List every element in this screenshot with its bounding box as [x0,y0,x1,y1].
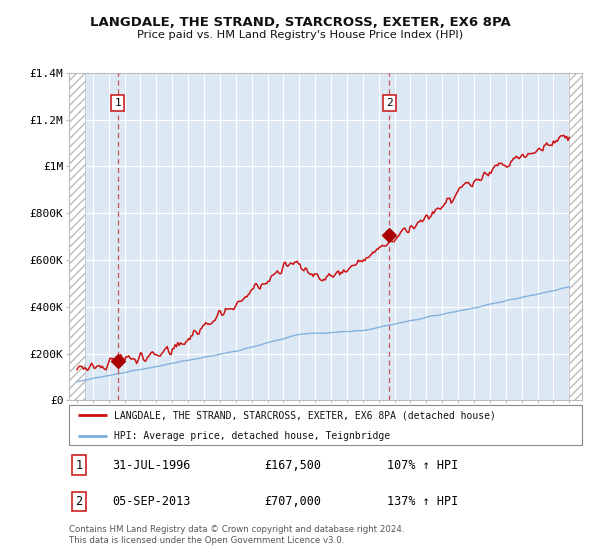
Point [385,231,394,240]
Text: HPI: Average price, detached house, Teignbridge: HPI: Average price, detached house, Teig… [114,431,390,441]
Bar [569,73,582,400]
Text: 137% ↑ HPI: 137% ↑ HPI [387,495,458,508]
Text: £167,500: £167,500 [264,459,321,472]
Text: 05-SEP-2013: 05-SEP-2013 [113,495,191,508]
FancyBboxPatch shape [69,405,582,445]
Text: £707,000: £707,000 [264,495,321,508]
Text: LANGDALE, THE STRAND, STARCROSS, EXETER, EX6 8PA: LANGDALE, THE STRAND, STARCROSS, EXETER,… [89,16,511,29]
Bar [69,73,85,400]
Text: 1: 1 [115,98,121,108]
Text: 2: 2 [75,495,82,508]
Text: Contains HM Land Registry data © Crown copyright and database right 2024.
This d: Contains HM Land Registry data © Crown c… [69,525,404,545]
Text: 107% ↑ HPI: 107% ↑ HPI [387,459,458,472]
Text: 1: 1 [75,459,82,472]
Text: LANGDALE, THE STRAND, STARCROSS, EXETER, EX6 8PA (detached house): LANGDALE, THE STRAND, STARCROSS, EXETER,… [114,410,496,421]
Point [113,357,123,366]
Text: 31-JUL-1996: 31-JUL-1996 [113,459,191,472]
Text: 2: 2 [386,98,393,108]
Text: Price paid vs. HM Land Registry's House Price Index (HPI): Price paid vs. HM Land Registry's House … [137,30,463,40]
